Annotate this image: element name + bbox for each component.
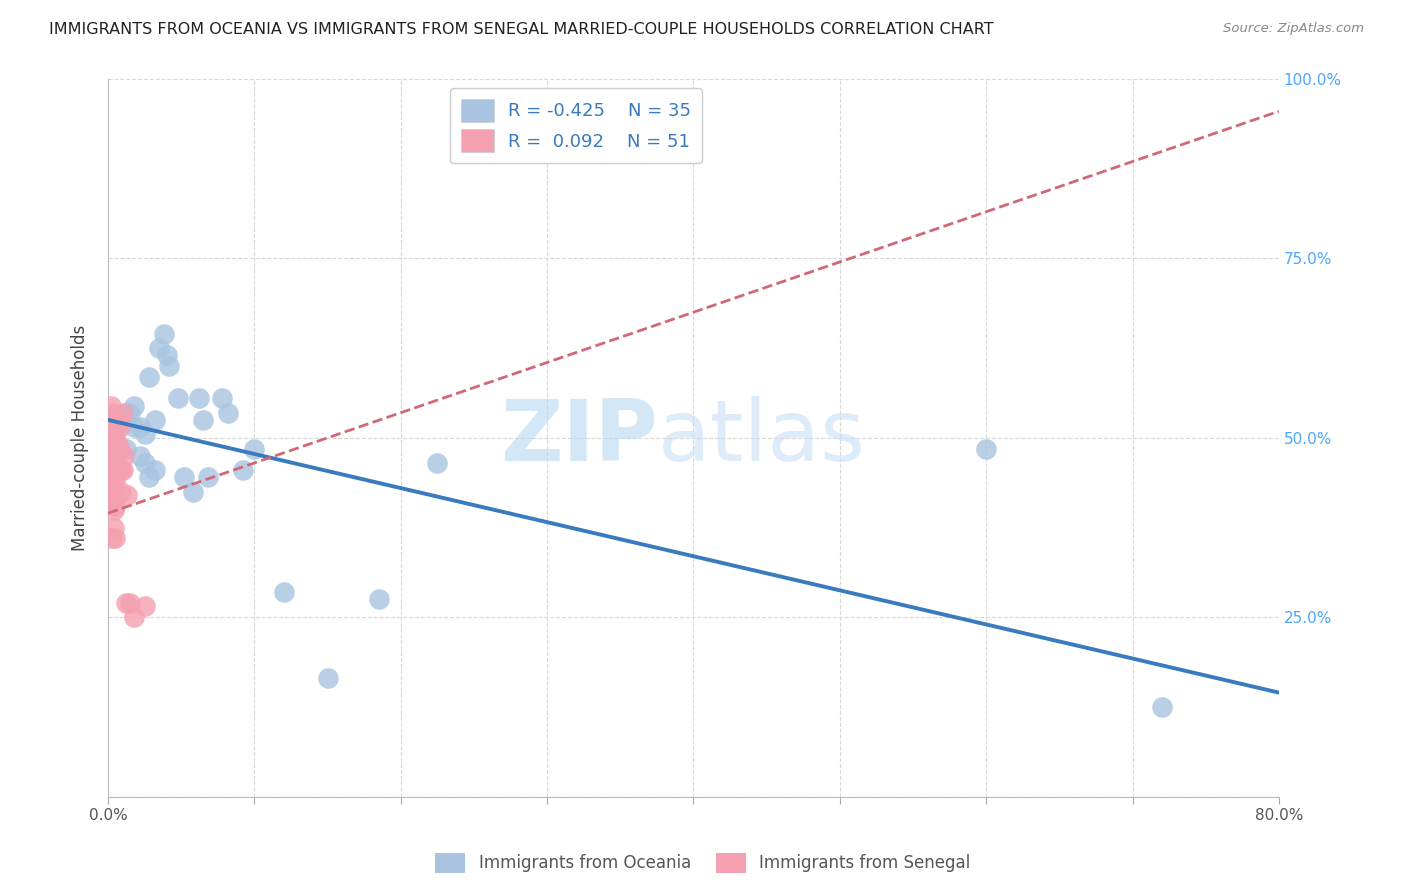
Point [316, 671, 339, 685]
Point [105, 438, 128, 452]
Point [197, 470, 219, 484]
Point [108, 442, 131, 456]
Text: Source: ZipAtlas.com: Source: ZipAtlas.com [1223, 22, 1364, 36]
Point [148, 341, 170, 355]
Point [232, 463, 254, 477]
Text: IMMIGRANTS FROM OCEANIA VS IMMIGRANTS FROM SENEGAL MARRIED-COUPLE HOUSEHOLDS COR: IMMIGRANTS FROM OCEANIA VS IMMIGRANTS FR… [49, 22, 994, 37]
Point [100, 470, 122, 484]
Point [114, 596, 136, 610]
Point [124, 420, 146, 434]
Point [101, 481, 124, 495]
Point [129, 420, 152, 434]
Point [111, 406, 134, 420]
Point [100, 399, 122, 413]
Point [108, 413, 131, 427]
Point [107, 438, 129, 452]
Point [426, 456, 449, 470]
Point [118, 596, 141, 610]
Point [273, 585, 295, 599]
Point [103, 420, 125, 434]
Point [104, 452, 127, 467]
Point [101, 531, 124, 545]
Point [103, 470, 125, 484]
Point [112, 449, 135, 463]
Point [114, 442, 136, 456]
Point [211, 392, 233, 406]
Point [100, 406, 122, 420]
Point [173, 470, 195, 484]
Point [124, 610, 146, 624]
Point [134, 599, 156, 614]
Point [100, 477, 122, 491]
Point [118, 406, 141, 420]
Point [103, 520, 125, 534]
Point [110, 484, 132, 499]
Point [107, 417, 129, 431]
Point [98, 427, 121, 442]
Point [143, 463, 166, 477]
Point [124, 399, 146, 413]
Point [974, 442, 997, 456]
Text: atlas: atlas [658, 396, 866, 479]
Point [100, 427, 122, 442]
Point [217, 406, 239, 420]
Text: ZIP: ZIP [501, 396, 658, 479]
Point [103, 427, 125, 442]
Point [155, 348, 177, 362]
Point [159, 359, 181, 373]
Point [101, 495, 124, 509]
Point [105, 463, 128, 477]
Point [100, 438, 122, 452]
Point [134, 456, 156, 470]
Point [104, 474, 127, 488]
Point [111, 463, 134, 477]
Point [101, 495, 124, 509]
Point [108, 420, 131, 434]
Point [103, 484, 125, 499]
Point [104, 431, 127, 445]
Point [191, 413, 214, 427]
Point [103, 442, 125, 456]
Point [138, 470, 160, 484]
Point [103, 502, 125, 516]
Point [100, 491, 122, 506]
Point [98, 452, 121, 467]
Point [104, 499, 127, 513]
Point [367, 592, 389, 607]
Legend: Immigrants from Oceania, Immigrants from Senegal: Immigrants from Oceania, Immigrants from… [429, 847, 977, 880]
Point [101, 427, 124, 442]
Point [167, 392, 190, 406]
Point [138, 369, 160, 384]
Point [110, 463, 132, 477]
Point [114, 406, 136, 420]
Point [152, 326, 174, 341]
Point [105, 413, 128, 427]
Point [103, 531, 125, 545]
Point [100, 459, 122, 474]
Point [134, 427, 156, 442]
Point [1150, 700, 1173, 714]
Point [101, 417, 124, 431]
Y-axis label: Married-couple Households: Married-couple Households [72, 325, 89, 551]
Point [187, 392, 209, 406]
Point [98, 445, 121, 459]
Point [101, 449, 124, 463]
Point [98, 474, 121, 488]
Point [101, 463, 124, 477]
Legend: R = -0.425    N = 35, R =  0.092    N = 51: R = -0.425 N = 35, R = 0.092 N = 51 [450, 88, 702, 163]
Point [129, 449, 152, 463]
Point [143, 413, 166, 427]
Point [98, 413, 121, 427]
Point [115, 488, 138, 502]
Point [100, 445, 122, 459]
Point [101, 438, 124, 452]
Point [181, 484, 204, 499]
Point [243, 442, 266, 456]
